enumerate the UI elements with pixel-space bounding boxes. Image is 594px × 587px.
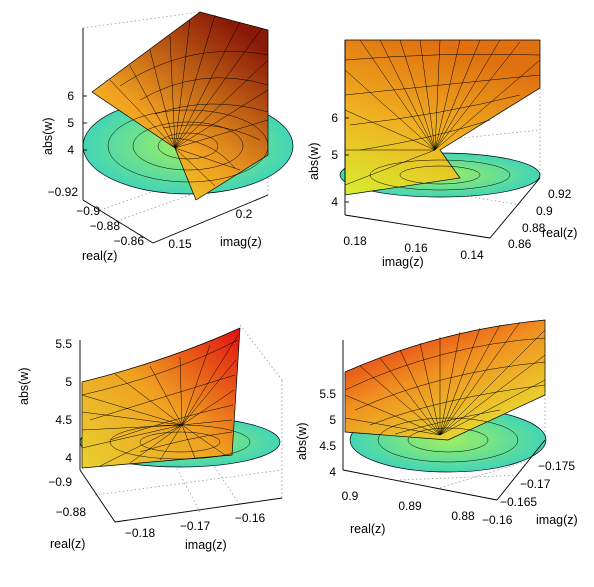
panel-bottom-left: 5.5 5 4.5 4 abs(w) −0.9 −0.88 real(z) −0… xyxy=(17,324,283,552)
y-tick-label: −0.17 xyxy=(180,519,211,533)
z-tick-labels: 5.5 5 4.5 4 xyxy=(319,387,336,479)
x-tick-labels: 0.9 0.89 0.88 xyxy=(342,489,475,523)
z-tick-label: 6 xyxy=(67,89,74,103)
z-tick-label: 5 xyxy=(65,375,72,389)
y-tick-labels: 0.18 0.16 0.14 xyxy=(343,234,484,262)
cone-surface xyxy=(344,319,546,441)
x-tick-labels: −0.9 −0.88 xyxy=(48,475,86,519)
surface-bottom-right xyxy=(344,319,547,473)
z-axis-label: abs(w) xyxy=(295,422,309,460)
x-tick-label: −0.9 xyxy=(48,475,72,489)
y-tick-label: 0.18 xyxy=(343,234,367,248)
x-tick-label: 0.9 xyxy=(536,204,553,218)
y-tick-label: −0.18 xyxy=(125,526,156,540)
x-tick-label: 0.9 xyxy=(342,489,359,503)
y-tick-labels: −0.175 −0.17 −0.165 −0.16 xyxy=(482,459,575,527)
y-tick-label: −0.17 xyxy=(520,477,551,491)
z-tick-label: 4.5 xyxy=(55,413,72,427)
y-axis-label: imag(z) xyxy=(536,513,578,527)
z-tick-label: 5.5 xyxy=(319,387,336,401)
x-axis-label: real(z) xyxy=(542,226,577,240)
x-tick-label: −0.92 xyxy=(48,185,79,199)
axes-top-right xyxy=(344,40,541,239)
y-axis-label: imag(z) xyxy=(382,255,424,269)
z-tick-label: 5.5 xyxy=(55,337,72,351)
x-tick-label: 0.86 xyxy=(508,237,532,251)
z-tick-label: 6 xyxy=(331,111,338,125)
z-tick-label: 4.5 xyxy=(319,439,336,453)
x-axis-label: real(z) xyxy=(50,537,85,551)
z-tick-label: 5 xyxy=(67,116,74,130)
surface-top-right xyxy=(339,39,541,198)
y-tick-label: −0.16 xyxy=(482,513,513,527)
x-tick-labels: −0.92 −0.9 −0.88 −0.86 xyxy=(48,185,145,248)
x-tick-label: −0.9 xyxy=(76,204,100,218)
axes-bottom-right xyxy=(342,340,546,501)
z-tick-label: 4 xyxy=(65,451,72,465)
y-tick-label: 0.16 xyxy=(404,241,428,255)
z-tick-label: 5 xyxy=(329,413,336,427)
y-tick-label: −0.175 xyxy=(538,459,575,473)
z-axis-label: abs(w) xyxy=(41,117,55,155)
z-tick-label: 5 xyxy=(331,148,338,162)
y-tick-label: 0.2 xyxy=(236,207,253,221)
x-tick-label: −0.88 xyxy=(90,219,121,233)
x-tick-label: −0.86 xyxy=(114,234,145,248)
y-tick-label: −0.165 xyxy=(500,495,537,509)
x-tick-label: 0.88 xyxy=(522,221,546,235)
y-tick-labels: −0.18 −0.17 −0.16 xyxy=(125,511,266,540)
z-tick-labels: 6 5 4 xyxy=(67,89,74,157)
z-tick-labels: 6 5 4 xyxy=(331,111,338,209)
axes-top-left xyxy=(82,28,269,244)
x-tick-label: 0.88 xyxy=(451,509,475,523)
panel-bottom-right: 5.5 5 4.5 4 abs(w) 0.9 0.89 0.88 real(z)… xyxy=(295,319,578,536)
x-tick-label: 0.92 xyxy=(548,187,572,201)
y-tick-label: 0.15 xyxy=(168,237,192,251)
z-tick-label: 4 xyxy=(67,143,74,157)
y-axis-label: imag(z) xyxy=(220,235,262,249)
z-axis-label: abs(w) xyxy=(17,367,31,405)
surface-top-left xyxy=(82,11,294,201)
axes-bottom-left xyxy=(79,340,283,523)
y-axis-label: imag(z) xyxy=(185,538,227,552)
z-axis-label: abs(w) xyxy=(307,142,321,180)
y-tick-labels: 0.15 0.2 xyxy=(168,207,252,251)
y-tick-label: −0.16 xyxy=(235,511,266,525)
z-tick-label: 4 xyxy=(331,195,338,209)
x-axis-label: real(z) xyxy=(82,249,117,263)
panel-top-left: 6 5 4 abs(w) −0.92 −0.9 −0.88 −0.86 real… xyxy=(41,11,294,263)
z-tick-labels: 5.5 5 4.5 4 xyxy=(55,337,72,465)
y-tick-label: 0.14 xyxy=(460,248,484,262)
x-tick-label: 0.89 xyxy=(398,499,422,513)
z-tick-label: 4 xyxy=(329,465,336,479)
x-tick-label: −0.88 xyxy=(56,505,87,519)
surface-bottom-left xyxy=(79,327,281,469)
x-tick-labels: 0.92 0.9 0.88 0.86 xyxy=(508,187,572,251)
x-axis-label: real(z) xyxy=(350,522,385,536)
panel-top-right: 6 5 4 abs(w) 0.18 0.16 0.14 imag(z) 0.92… xyxy=(307,39,577,269)
